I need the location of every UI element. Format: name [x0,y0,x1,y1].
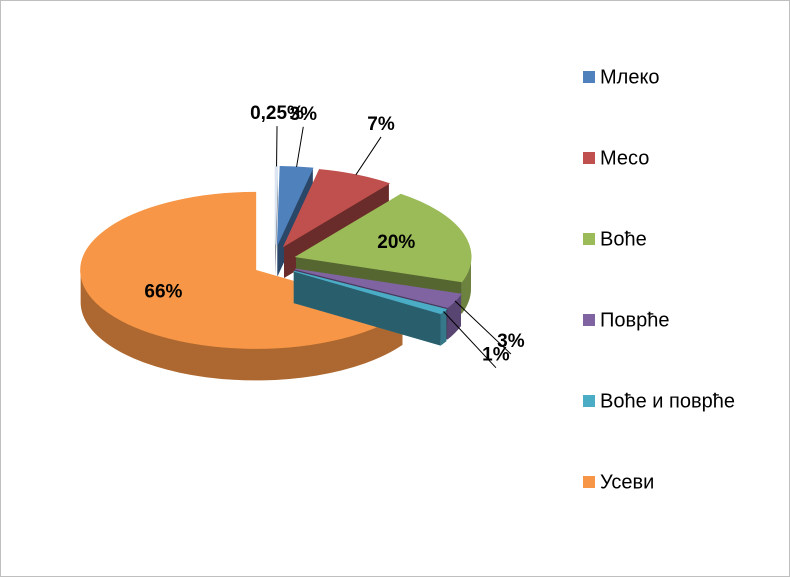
slice-shade [447,294,461,340]
slice-shade [293,271,441,346]
slice-side [447,294,461,340]
slice-top [294,268,462,308]
slice-side [293,271,441,346]
slice-side [440,309,447,346]
leader-line [355,136,382,176]
legend-label: Усеви [600,471,654,493]
slice [293,270,448,346]
leader-line [454,300,512,355]
legend-swatch [583,152,595,164]
data-label: 1% [482,345,510,366]
slice-side [80,270,403,381]
data-label: 3% [497,331,525,352]
legend-label: Поврће [600,309,670,331]
data-label: 20% [377,232,415,253]
data-label: 7% [367,114,395,135]
leader-line [443,311,497,369]
slice-shade [80,270,403,381]
leader-line [296,126,304,168]
legend-swatch [583,233,595,245]
slice-top [294,193,472,283]
data-label: 66% [144,282,182,303]
legend-label: Млеко [600,66,660,88]
slice-top [274,165,279,245]
legend-label: Воће [600,228,647,250]
legend-swatch [583,395,595,407]
slice-top [282,169,391,248]
slice-shade [440,309,447,346]
legend-swatch [583,476,595,488]
data-label: 3% [290,104,318,125]
legend-label: Месо [600,147,649,169]
slice [274,165,279,277]
legend-label: Воће и поврће [600,390,735,412]
legend-swatch [583,71,595,83]
legend-swatch [583,314,595,326]
data-label: 0,25% [250,103,304,124]
